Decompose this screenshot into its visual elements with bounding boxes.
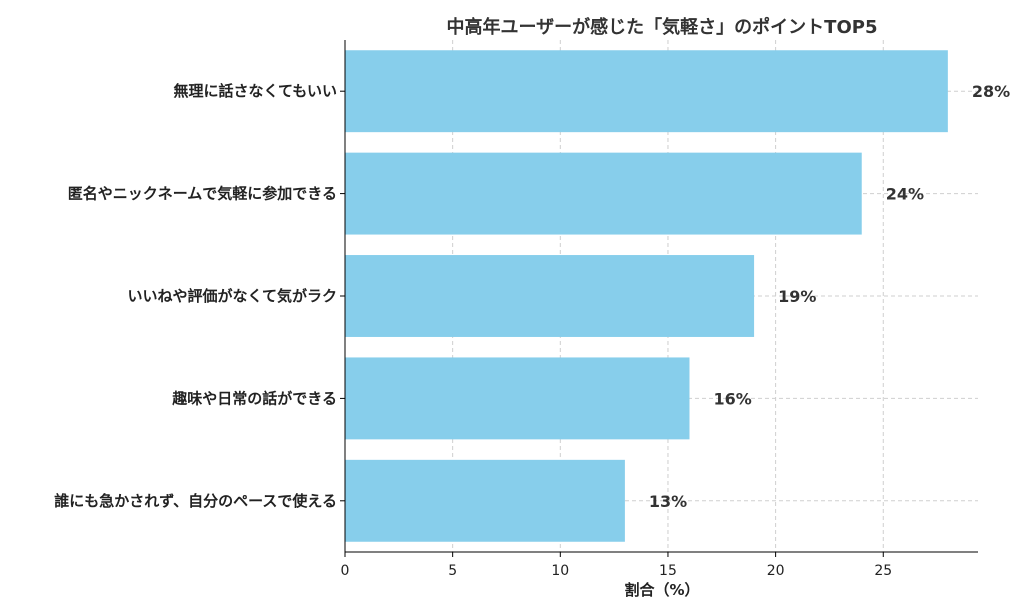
x-tick-label: 5 <box>448 563 457 579</box>
bar-value-label: 16% <box>713 389 751 408</box>
category-label: 趣味や日常の話ができる <box>171 389 337 407</box>
category-label: いいねや評価がなくて気がラク <box>127 287 337 305</box>
bar <box>345 152 862 235</box>
tick-layer: 0 5 10 15 20 25 無理に話さなくてもいい匿名やニックネームで気軽に参加できるい… <box>54 82 892 579</box>
bar-layer: 28% 24% 19% 16% 13% <box>345 50 1010 542</box>
x-tick-label: 10 <box>551 563 569 579</box>
x-tick-label: 0 <box>341 563 350 579</box>
chart-title: 中高年ユーザーが感じた「気軽さ」のポイントTOP5 <box>447 16 878 38</box>
category-label: 匿名やニックネームで気軽に参加できる <box>68 185 337 203</box>
bar-value-label: 24% <box>886 185 924 204</box>
bar-value-label: 13% <box>649 492 687 511</box>
bar <box>345 255 755 337</box>
bar <box>345 459 625 542</box>
x-tick-label: 15 <box>659 563 677 579</box>
bar-value-label: 28% <box>972 82 1010 101</box>
category-label: 誰にも急かされず、自分のペースで使える <box>54 492 337 510</box>
bar-value-label: 19% <box>778 287 816 306</box>
bar <box>345 50 948 133</box>
x-tick-label: 20 <box>767 563 785 579</box>
x-axis-label: 割合（%） <box>624 581 699 599</box>
x-tick-label: 25 <box>874 563 892 579</box>
category-label: 無理に話さなくてもいい <box>173 82 337 100</box>
bar <box>345 357 690 440</box>
